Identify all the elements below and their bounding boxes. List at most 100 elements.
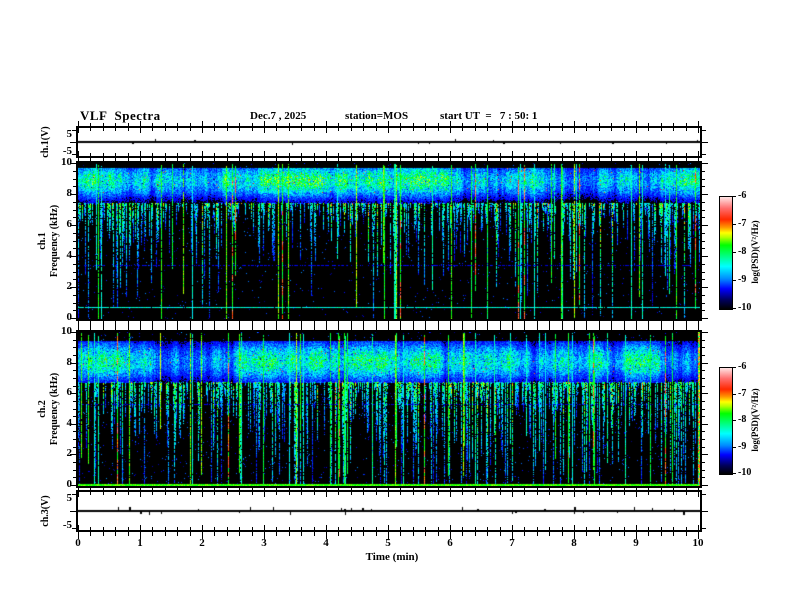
xaxis-tick bbox=[289, 532, 290, 536]
tick-mark bbox=[140, 128, 141, 133]
tick-mark bbox=[673, 128, 674, 131]
tick-mark bbox=[165, 153, 166, 156]
xaxis-tick-label: 0 bbox=[75, 537, 81, 549]
tick-mark bbox=[190, 158, 191, 161]
tick-mark bbox=[624, 488, 625, 490]
xaxis-tick bbox=[264, 532, 265, 539]
tick-mark bbox=[599, 128, 600, 131]
tick-mark bbox=[686, 158, 687, 161]
tick-mark bbox=[702, 416, 705, 417]
tick-mark bbox=[202, 488, 203, 490]
tick-mark bbox=[450, 525, 451, 530]
tick-mark bbox=[78, 525, 79, 530]
tick-mark bbox=[661, 158, 662, 161]
tick-mark bbox=[190, 492, 191, 495]
colorbar-tick-label: -10 bbox=[738, 467, 752, 478]
tick-mark bbox=[326, 321, 327, 330]
tick-mark bbox=[673, 158, 674, 161]
tick-mark bbox=[698, 128, 699, 133]
tick-mark bbox=[636, 128, 637, 133]
tick-mark bbox=[549, 492, 550, 495]
tick-mark bbox=[702, 447, 705, 448]
tick-mark bbox=[103, 123, 104, 126]
tick-mark bbox=[648, 488, 649, 490]
tick-mark bbox=[702, 386, 705, 387]
tick-mark bbox=[140, 525, 141, 530]
tick-mark bbox=[152, 492, 153, 495]
tick-mark bbox=[636, 158, 637, 161]
tick-mark bbox=[586, 527, 587, 530]
figure-station: station=MOS bbox=[345, 110, 409, 122]
xaxis-tick-label: 6 bbox=[447, 537, 453, 549]
ylabel-ch2-frequency: Frequency (kHz) bbox=[49, 372, 60, 446]
tick-mark bbox=[376, 321, 377, 330]
tick-mark bbox=[537, 321, 538, 330]
tick-mark bbox=[611, 492, 612, 495]
tick-mark bbox=[413, 128, 414, 131]
tick-mark bbox=[78, 321, 79, 330]
tick-mark bbox=[702, 233, 705, 234]
tick-mark bbox=[611, 321, 612, 330]
tick-mark bbox=[438, 153, 439, 156]
xaxis-tick bbox=[326, 532, 327, 539]
tick-mark bbox=[314, 492, 315, 495]
xaxis-tick bbox=[500, 532, 501, 536]
tick-mark bbox=[599, 123, 600, 126]
tick-mark bbox=[152, 153, 153, 156]
tick-mark bbox=[500, 321, 501, 330]
tick-mark bbox=[611, 488, 612, 490]
xaxis-tick-label: 7 bbox=[509, 537, 515, 549]
tick-mark bbox=[487, 492, 488, 495]
tick-mark bbox=[314, 527, 315, 530]
colorbar-tick-label: -9 bbox=[738, 274, 747, 285]
colorbar-tick bbox=[732, 394, 736, 395]
tick-mark bbox=[202, 525, 203, 530]
xaxis-tick-label: 3 bbox=[261, 537, 267, 549]
tick-mark bbox=[702, 528, 706, 529]
tick-mark bbox=[73, 439, 76, 440]
colorbar-tick bbox=[732, 196, 736, 197]
tick-mark bbox=[73, 378, 76, 379]
ch1-voltage-waveform-canvas bbox=[78, 128, 700, 156]
tick-mark bbox=[73, 386, 76, 387]
tick-mark bbox=[487, 128, 488, 131]
tick-mark bbox=[450, 128, 451, 133]
tick-mark bbox=[462, 492, 463, 495]
tick-mark bbox=[673, 123, 674, 126]
tick-mark bbox=[190, 153, 191, 156]
tick-mark bbox=[524, 128, 525, 131]
tick-mark bbox=[702, 287, 708, 288]
tick-mark bbox=[202, 321, 203, 330]
tick-mark bbox=[636, 488, 637, 490]
tick-mark bbox=[128, 321, 129, 330]
tick-mark bbox=[524, 153, 525, 156]
tick-mark bbox=[326, 128, 327, 133]
tick-mark bbox=[562, 527, 563, 530]
xaxis-tick bbox=[227, 532, 228, 536]
tick-mark bbox=[338, 488, 339, 490]
tick-mark bbox=[73, 248, 76, 249]
tick-mark bbox=[702, 171, 705, 172]
tick-mark bbox=[289, 128, 290, 131]
tick-mark bbox=[90, 128, 91, 131]
colorbar-tick-label: -7 bbox=[738, 388, 747, 399]
tick-mark bbox=[289, 158, 290, 161]
tick-mark bbox=[462, 158, 463, 161]
tick-mark bbox=[500, 153, 501, 156]
tick-mark bbox=[648, 321, 649, 330]
ylabel-ch1-channel: ch.1 bbox=[37, 232, 48, 250]
tick-mark bbox=[400, 488, 401, 490]
tick-mark bbox=[177, 488, 178, 490]
tick-mark bbox=[239, 527, 240, 530]
tick-mark bbox=[73, 431, 76, 432]
freq-tick-label: 8 bbox=[66, 187, 73, 199]
tick-mark bbox=[78, 151, 79, 156]
tick-mark bbox=[338, 492, 339, 495]
xaxis-tick bbox=[462, 532, 463, 536]
tick-mark bbox=[115, 321, 116, 330]
xaxis-tick bbox=[611, 532, 612, 536]
tick-mark bbox=[462, 128, 463, 131]
tick-mark bbox=[289, 153, 290, 156]
tick-mark bbox=[214, 488, 215, 490]
tick-mark bbox=[73, 179, 76, 180]
